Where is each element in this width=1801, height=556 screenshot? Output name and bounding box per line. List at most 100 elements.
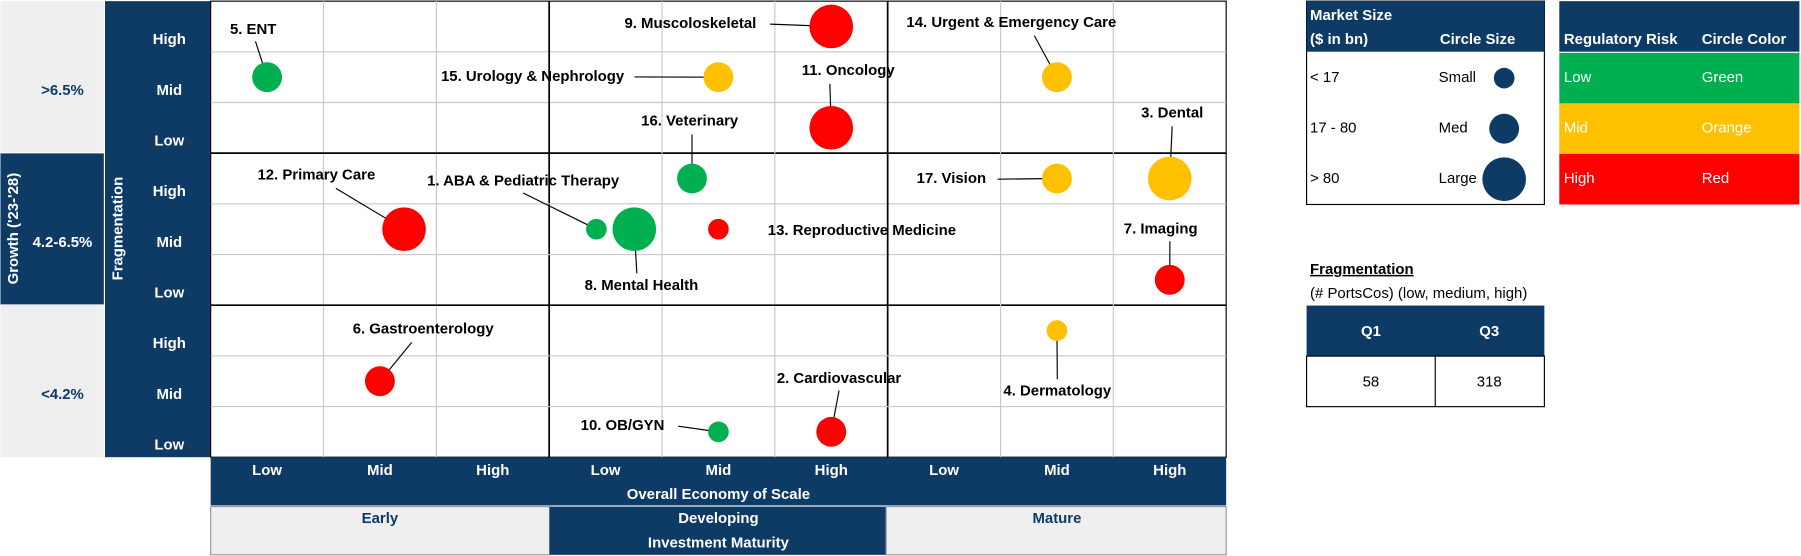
- fragmentation-level-label: High: [153, 31, 186, 48]
- bubble: [677, 163, 707, 194]
- bubble: [1154, 264, 1185, 295]
- scale-level-label: High: [476, 462, 509, 479]
- fragmentation-level-label: Mid: [156, 386, 182, 403]
- legend-color-name: Orange: [1702, 120, 1752, 137]
- growth-band-label: >6.5%: [41, 82, 84, 99]
- table-subtitle: (# PortsCos) (low, medium, high): [1310, 285, 1527, 302]
- band-bg: [0, 152, 104, 305]
- legend-risk: Mid: [1564, 120, 1588, 137]
- legend-swatch: [1559, 103, 1800, 154]
- bubble: [382, 207, 426, 252]
- band-bg: [885, 506, 1227, 556]
- bubble-label: 1. ABA & Pediatric Therapy: [427, 172, 620, 189]
- legend-range: < 17: [1310, 69, 1339, 86]
- bubble-label: 5. ENT: [230, 21, 276, 38]
- maturity-title: Investment Maturity: [648, 534, 790, 551]
- table-header: [1306, 305, 1545, 357]
- bubble: [703, 62, 734, 93]
- scale-level-label: Mid: [706, 462, 732, 479]
- growth-band-label: <4.2%: [41, 386, 84, 403]
- legend-size: Small: [1439, 69, 1476, 86]
- legend-range: > 80: [1310, 170, 1339, 187]
- scale-level-label: Low: [252, 462, 282, 479]
- bubble-label: 13. Reproductive Medicine: [768, 222, 956, 239]
- bubble: [708, 218, 729, 240]
- maturity-band-label: Developing: [678, 510, 758, 527]
- bubble-label: 12. Primary Care: [257, 167, 375, 184]
- growth-band-label: 4.2-6.5%: [33, 234, 93, 251]
- fragmentation-level-label: Low: [154, 437, 184, 454]
- table-title: Fragmentation: [1310, 261, 1414, 278]
- fragmentation-level-label: High: [153, 183, 186, 200]
- fragmentation-bg: [104, 1, 211, 458]
- bubble-label: 9. Muscoloskeletal: [624, 15, 756, 32]
- scale-level-label: High: [815, 462, 848, 479]
- bubble-label: 8. Mental Health: [585, 277, 699, 294]
- legend-circle: [1493, 67, 1515, 89]
- bubble-label: 2. Cardiovascular: [777, 370, 902, 387]
- table-row: [1306, 355, 1545, 408]
- band-bg: [0, 304, 104, 458]
- bubble-label: 14. Urgent & Emergency Care: [906, 14, 1116, 31]
- bubble: [809, 4, 854, 49]
- legend-header: [1306, 1, 1545, 52]
- legend-color-name: Green: [1702, 69, 1743, 86]
- legend-header: [1559, 1, 1800, 52]
- fragmentation-title: Fragmentation: [110, 177, 127, 281]
- band-bg: [549, 506, 887, 555]
- table-cell: 58: [1363, 373, 1380, 390]
- legend-color-name: Red: [1702, 170, 1729, 187]
- bubble-label: 6. Gastroenterology: [353, 321, 495, 338]
- bubble-label: 15. Urology & Nephrology: [441, 68, 625, 85]
- bubble-label: 10. OB/GYN: [581, 417, 665, 434]
- bubble: [708, 421, 729, 443]
- bubble: [816, 416, 847, 447]
- fragmentation-level-label: Low: [154, 285, 184, 302]
- maturity-band-label: Early: [362, 510, 399, 527]
- legend-size: Large: [1439, 170, 1477, 187]
- scale-title: Overall Economy of Scale: [627, 486, 810, 503]
- bubble: [1041, 163, 1072, 194]
- legend-column: Circle Size: [1440, 31, 1515, 48]
- bubble-label: 3. Dental: [1141, 105, 1203, 122]
- bubble: [1147, 156, 1192, 201]
- scale-level-label: Low: [929, 462, 959, 479]
- bubble: [1041, 62, 1072, 93]
- bubble: [364, 366, 395, 397]
- scale-level-label: Mid: [1044, 462, 1070, 479]
- bubble-label: 11. Oncology: [802, 62, 896, 79]
- band-bg: [210, 506, 551, 556]
- bubble: [586, 218, 607, 240]
- bubble: [1046, 320, 1068, 341]
- fragmentation-level-label: High: [153, 335, 186, 352]
- fragmentation-level-label: Mid: [156, 234, 182, 251]
- table-header-cell: Q3: [1479, 323, 1499, 340]
- table-cell: 318: [1477, 373, 1502, 390]
- bubble-label: 17. Vision: [917, 170, 986, 187]
- legend-circle: [1489, 113, 1520, 144]
- scale-level-label: Low: [591, 462, 621, 479]
- legend-swatch: [1559, 52, 1800, 104]
- bubble: [612, 207, 657, 252]
- scale-bg: [210, 457, 1227, 506]
- legend-size: Med: [1439, 120, 1468, 137]
- legend-risk: Low: [1564, 69, 1592, 86]
- bubble-label: 16. Veterinary: [641, 113, 739, 130]
- bubble: [809, 106, 854, 150]
- growth-title: Growth ('23-'28): [5, 173, 22, 285]
- bubble-label: 7. Imaging: [1124, 221, 1198, 238]
- fragmentation-level-label: Low: [154, 133, 184, 150]
- bubble-label: 4. Dermatology: [1003, 383, 1111, 400]
- table-header-cell: Q1: [1361, 323, 1381, 340]
- legend-circle: [1482, 157, 1526, 202]
- legend-title: Market Size: [1310, 7, 1392, 24]
- legend-range: 17 - 80: [1310, 120, 1356, 137]
- bubble: [252, 62, 283, 93]
- legend-title: Regulatory Risk: [1564, 31, 1678, 48]
- fragmentation-level-label: Mid: [156, 82, 182, 99]
- band-bg: [0, 1, 104, 153]
- legend-unit: ($ in bn): [1310, 31, 1368, 48]
- leader-line: [522, 192, 597, 230]
